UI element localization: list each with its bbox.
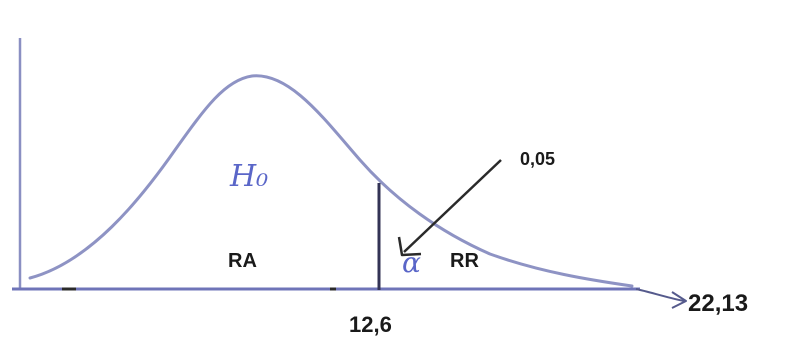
statistic-pointer-arrow [635, 288, 685, 302]
alpha-symbol-label: α [402, 246, 421, 279]
acceptance-region-label: RA [228, 250, 257, 272]
hypothesis-label: H₀ [229, 159, 268, 194]
alpha-pointer-arrow [403, 159, 502, 253]
distribution-curve [28, 74, 634, 288]
statistic-pointer-arrowhead [671, 291, 687, 309]
alpha-pointer-arrowhead [397, 236, 422, 257]
statistic-value-label: 22,13 [688, 290, 748, 317]
rejection-region-label: RR [450, 250, 479, 272]
critical-value-label: 12,6 [349, 312, 392, 337]
alpha-value-label: 0,05 [520, 149, 555, 169]
